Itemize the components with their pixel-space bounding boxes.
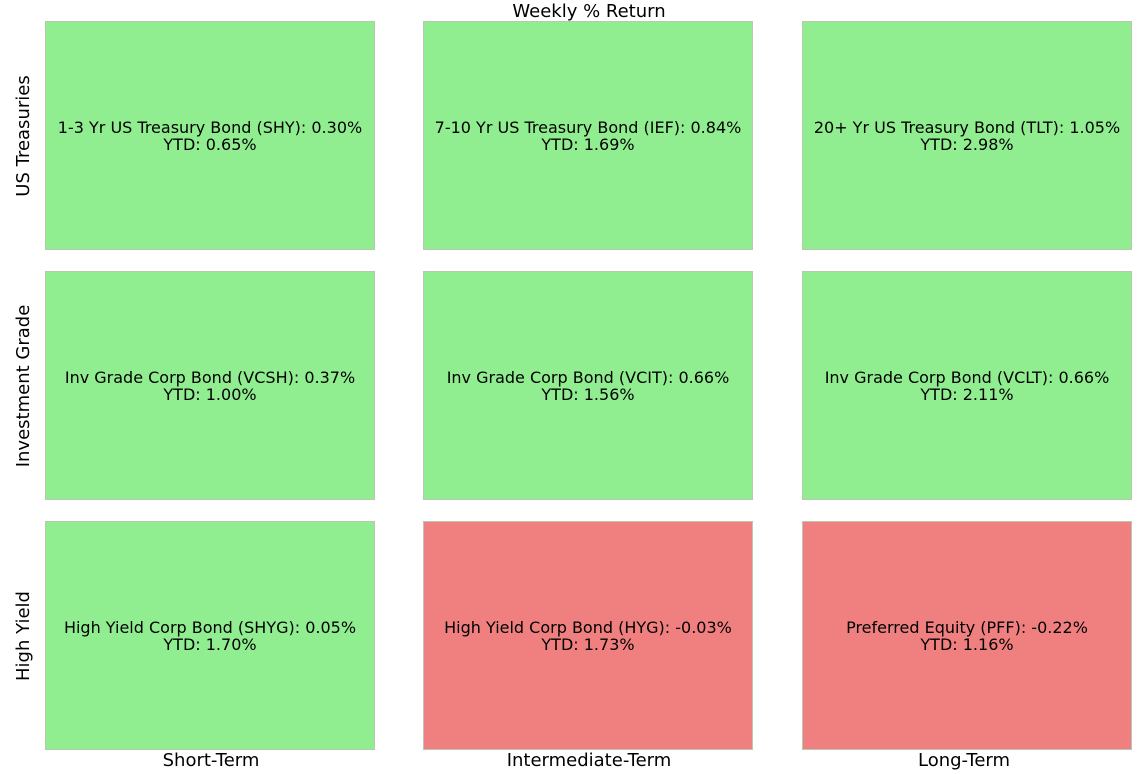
cell-weekly-label: Preferred Equity (PFF): -0.22% — [846, 617, 1088, 637]
heatmap-cell: Preferred Equity (PFF): -0.22% YTD: 1.16… — [802, 521, 1132, 750]
cell-ytd-label: YTD: 1.73% — [541, 634, 635, 654]
cell-ytd-label: YTD: 1.00% — [163, 384, 257, 404]
cell-ytd-label: YTD: 1.70% — [163, 634, 257, 654]
chart-title: Weekly % Return — [512, 1, 666, 22]
cell-ytd-label: YTD: 2.11% — [920, 384, 1014, 404]
cell-text: Inv Grade Corp Bond (VCLT): 0.66% YTD: 2… — [825, 369, 1110, 403]
cell-ytd-label: YTD: 2.98% — [920, 134, 1014, 154]
cell-weekly-label: Inv Grade Corp Bond (VCSH): 0.37% — [64, 367, 356, 387]
cell-weekly-label: Inv Grade Corp Bond (VCLT): 0.66% — [824, 367, 1110, 387]
heatmap-cell: Inv Grade Corp Bond (VCIT): 0.66% YTD: 1… — [423, 271, 753, 500]
cell-ytd-label: YTD: 0.65% — [163, 134, 257, 154]
cell-weekly-label: High Yield Corp Bond (HYG): -0.03% — [444, 617, 732, 637]
cell-text: 1-3 Yr US Treasury Bond (SHY): 0.30% YTD… — [58, 119, 362, 153]
cell-text: Inv Grade Corp Bond (VCSH): 0.37% YTD: 1… — [65, 369, 355, 403]
cell-weekly-label: High Yield Corp Bond (SHYG): 0.05% — [63, 617, 357, 637]
cell-text: Preferred Equity (PFF): -0.22% YTD: 1.16… — [846, 619, 1088, 653]
column-label-long-term: Long-Term — [917, 750, 1011, 771]
heatmap-cell: 1-3 Yr US Treasury Bond (SHY): 0.30% YTD… — [45, 21, 375, 250]
heatmap-cell: 7-10 Yr US Treasury Bond (IEF): 0.84% YT… — [423, 21, 753, 250]
column-label-intermediate-term: Intermediate-Term — [506, 750, 672, 771]
cell-text: Inv Grade Corp Bond (VCIT): 0.66% YTD: 1… — [447, 369, 730, 403]
row-label-us-treasuries: US Treasuries — [13, 75, 34, 197]
cell-ytd-label: YTD: 1.56% — [541, 384, 635, 404]
cell-ytd-label: YTD: 1.16% — [920, 634, 1014, 654]
cell-text: 7-10 Yr US Treasury Bond (IEF): 0.84% YT… — [435, 119, 742, 153]
row-label-investment-grade: Investment Grade — [13, 304, 34, 468]
heatmap-cell: High Yield Corp Bond (HYG): -0.03% YTD: … — [423, 521, 753, 750]
heatmap-cell: Inv Grade Corp Bond (VCSH): 0.37% YTD: 1… — [45, 271, 375, 500]
cell-weekly-label: 1-3 Yr US Treasury Bond (SHY): 0.30% — [57, 117, 363, 137]
row-label-high-yield: High Yield — [13, 591, 34, 681]
cell-ytd-label: YTD: 1.69% — [541, 134, 635, 154]
cell-text: 20+ Yr US Treasury Bond (TLT): 1.05% YTD… — [814, 119, 1120, 153]
cell-weekly-label: Inv Grade Corp Bond (VCIT): 0.66% — [446, 367, 730, 387]
cell-weekly-label: 7-10 Yr US Treasury Bond (IEF): 0.84% — [434, 117, 742, 137]
column-label-short-term: Short-Term — [162, 750, 260, 771]
heatmap-cell: 20+ Yr US Treasury Bond (TLT): 1.05% YTD… — [802, 21, 1132, 250]
cell-text: High Yield Corp Bond (SHYG): 0.05% YTD: … — [64, 619, 356, 653]
cell-text: High Yield Corp Bond (HYG): -0.03% YTD: … — [444, 619, 732, 653]
heatmap-cell: Inv Grade Corp Bond (VCLT): 0.66% YTD: 2… — [802, 271, 1132, 500]
heatmap-cell: High Yield Corp Bond (SHYG): 0.05% YTD: … — [45, 521, 375, 750]
cell-weekly-label: 20+ Yr US Treasury Bond (TLT): 1.05% — [813, 117, 1121, 137]
